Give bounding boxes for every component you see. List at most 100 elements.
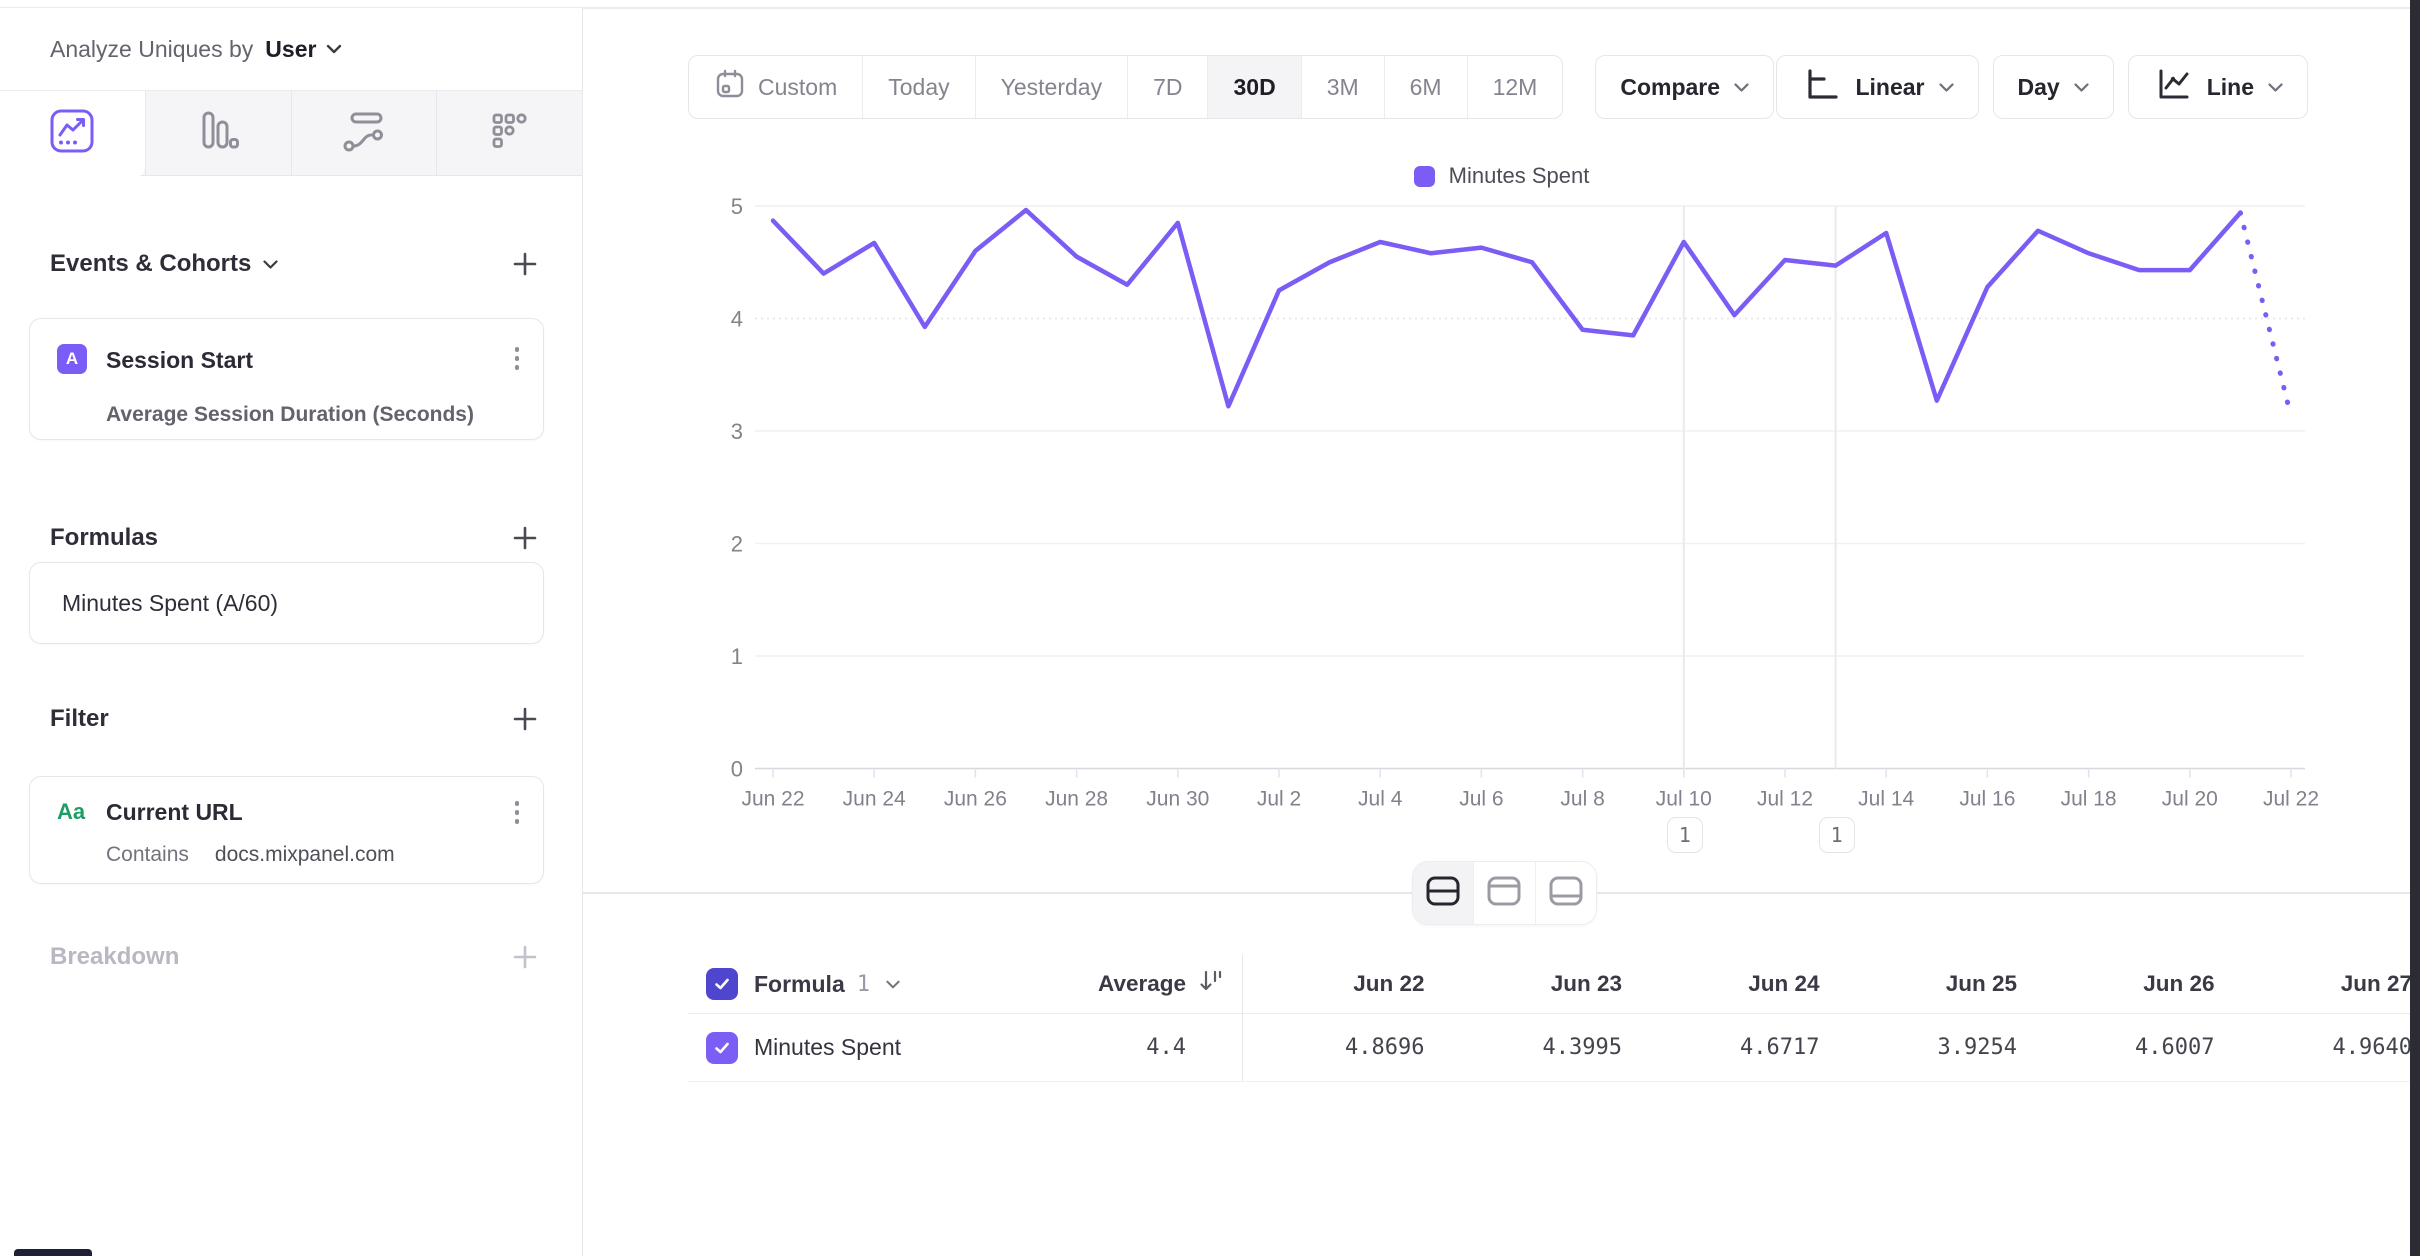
filter-card-current-url[interactable]: Aa Current URL Contains docs.mixpanel.com: [29, 776, 544, 884]
chevron-down-icon: [1938, 82, 1954, 92]
chart-type-tabs: [0, 91, 582, 177]
window-edge-strip: [2410, 0, 2420, 1256]
series-name-cell: Minutes Spent: [688, 1031, 1018, 1064]
table-header-row: Formula 1 Average Jun 22 Jun 23 Jun 24 Jun …: [688, 955, 2420, 1014]
tab-flow[interactable]: [290, 91, 437, 175]
legend-swatch[interactable]: [1413, 165, 1435, 187]
date-column-header[interactable]: Jun 27: [2340, 971, 2412, 996]
line-chart-svg[interactable]: 0 1 2 3 4 5 Jun 22 Jun 24 Jun 26 Jun 28 Jun 30 Jul …: [583, 130, 2420, 890]
interval-select-button[interactable]: Day: [1992, 55, 2114, 119]
date-range-7d[interactable]: 7D: [1128, 56, 1209, 118]
value-cell: 4.6717: [1740, 1035, 1820, 1060]
svg-text:Jun 30: Jun 30: [1146, 788, 1209, 811]
date-range-30d[interactable]: 30D: [1208, 56, 1302, 118]
average-value-cell: 4.4: [1018, 1014, 1243, 1081]
formula-group-checkbox[interactable]: [706, 968, 738, 1000]
analyze-by-select[interactable]: User: [265, 36, 342, 63]
svg-text:Jun 24: Jun 24: [843, 788, 906, 811]
chevron-down-icon: [263, 259, 278, 269]
chart-type-select-button[interactable]: Line: [2127, 55, 2308, 119]
flow-tab-icon: [341, 108, 387, 159]
date-range-3m[interactable]: 3M: [1302, 56, 1385, 118]
series-name: Minutes Spent: [754, 1034, 902, 1060]
formula-card[interactable]: Minutes Spent (A/60): [29, 562, 544, 644]
kebab-menu-icon[interactable]: [511, 797, 524, 828]
analyze-uniques-label: Analyze Uniques by: [50, 35, 254, 62]
add-formula-button[interactable]: [506, 519, 544, 557]
filter-condition[interactable]: Contains docs.mixpanel.com: [106, 843, 395, 867]
filter-header: Filter: [50, 700, 544, 738]
event-aggregation[interactable]: Average Session Duration (Seconds): [106, 403, 474, 426]
table-row[interactable]: Minutes Spent 4.4 4.8696 4.3995 4.6717 3.92…: [688, 1014, 2420, 1082]
svg-text:Jun 28: Jun 28: [1045, 788, 1108, 811]
scale-select-button[interactable]: Linear: [1776, 55, 1979, 119]
svg-text:Jul 12: Jul 12: [1757, 788, 1813, 811]
series-checkbox[interactable]: [706, 1031, 738, 1064]
svg-text:5: 5: [731, 194, 743, 219]
chevron-down-icon: [326, 44, 342, 54]
date-column-header[interactable]: Jun 25: [1945, 971, 2017, 996]
value-cell: 4.8696: [1345, 1035, 1425, 1060]
date-range-today[interactable]: Today: [863, 56, 976, 118]
add-breakdown-button[interactable]: [506, 938, 544, 976]
tab-insights-line[interactable]: [0, 91, 145, 177]
line-chart[interactable]: 0 1 2 3 4 5 Jun 22 Jun 24 Jun 26 Jun 28 Jun 30 Jul …: [583, 130, 2420, 890]
split-view-icon: [1425, 875, 1461, 912]
svg-text:4: 4: [731, 307, 743, 332]
compare-button[interactable]: Compare: [1595, 55, 1775, 119]
query-sidebar: Analyze Uniques by User: [0, 8, 583, 1256]
filter-property-name[interactable]: Current URL: [106, 799, 243, 825]
formula-group-label: Formula: [754, 970, 845, 997]
value-cell: 4.9640: [2332, 1035, 2412, 1060]
date-column-header[interactable]: Jun 26: [2143, 971, 2215, 996]
date-column-header[interactable]: Jun 24: [1748, 971, 1820, 996]
date-range-6m[interactable]: 6M: [1385, 56, 1468, 118]
event-card-session-start[interactable]: A Session Start Average Session Duration…: [29, 318, 544, 440]
annotation-badge[interactable]: 1: [1666, 817, 1703, 853]
kebab-menu-icon[interactable]: [511, 343, 524, 374]
date-range-yesterday[interactable]: Yesterday: [976, 56, 1129, 118]
events-cohorts-title[interactable]: Events & Cohorts: [50, 250, 278, 278]
svg-text:Jul 16: Jul 16: [1959, 788, 2015, 811]
formula-group-cell[interactable]: Formula 1: [688, 968, 1018, 1000]
chevron-down-icon: [2268, 82, 2283, 92]
tab-metrics[interactable]: [436, 91, 582, 175]
svg-text:0: 0: [731, 757, 743, 782]
report-main: Custom Today Yesterday 7D 30D 3M 6M 12M Compare…: [583, 8, 2420, 1256]
chevron-down-icon[interactable]: [886, 980, 900, 989]
layout-split-view-button[interactable]: [1413, 862, 1474, 924]
add-filter-button[interactable]: [506, 700, 544, 738]
chevron-down-icon: [1734, 82, 1749, 92]
date-column-header[interactable]: Jun 23: [1550, 971, 1622, 996]
bar-chart-tab-icon: [195, 108, 241, 159]
layout-chart-only-button[interactable]: [1473, 862, 1535, 924]
events-cohorts-header: Events & Cohorts: [50, 245, 544, 283]
date-range-custom[interactable]: Custom: [689, 56, 864, 118]
svg-text:Jul 14: Jul 14: [1858, 788, 1914, 811]
date-column-header[interactable]: Jun 22: [1353, 971, 1425, 996]
annotation-badge[interactable]: 1: [1818, 817, 1855, 853]
date-column-headers: Jun 22 Jun 23 Jun 24 Jun 25 Jun 26 Jun 27: [1243, 955, 2420, 1013]
filter-value[interactable]: docs.mixpanel.com: [214, 843, 395, 866]
layout-table-only-button[interactable]: [1534, 862, 1596, 924]
tab-bar-chart[interactable]: [144, 91, 291, 175]
chevron-down-icon: [2074, 82, 2089, 92]
layout-toggle-group: [1412, 861, 1597, 925]
date-range-12m[interactable]: 12M: [1492, 73, 1538, 100]
svg-text:Jul 6: Jul 6: [1459, 788, 1503, 811]
legend-label[interactable]: Minutes Spent: [1448, 163, 1590, 188]
svg-text:Jul 10: Jul 10: [1656, 788, 1712, 811]
sort-icon[interactable]: [1198, 968, 1224, 1000]
date-range-control: Custom Today Yesterday 7D 30D 3M 6M 12M: [688, 55, 1564, 119]
formula-expression[interactable]: Minutes Spent (A/60): [62, 589, 279, 616]
chart-display-controls: Linear Day Line: [1776, 55, 2308, 119]
average-column-header[interactable]: Average: [1018, 955, 1243, 1013]
svg-text:Jul 2: Jul 2: [1257, 788, 1301, 811]
value-cell: 4.3995: [1542, 1035, 1622, 1060]
filter-operator[interactable]: Contains: [106, 843, 189, 866]
event-name[interactable]: Session Start: [106, 347, 253, 373]
line-chart-icon: [2153, 64, 2193, 110]
svg-text:2: 2: [731, 532, 743, 557]
add-event-button[interactable]: [506, 245, 544, 283]
svg-text:Jun 22: Jun 22: [741, 788, 804, 811]
